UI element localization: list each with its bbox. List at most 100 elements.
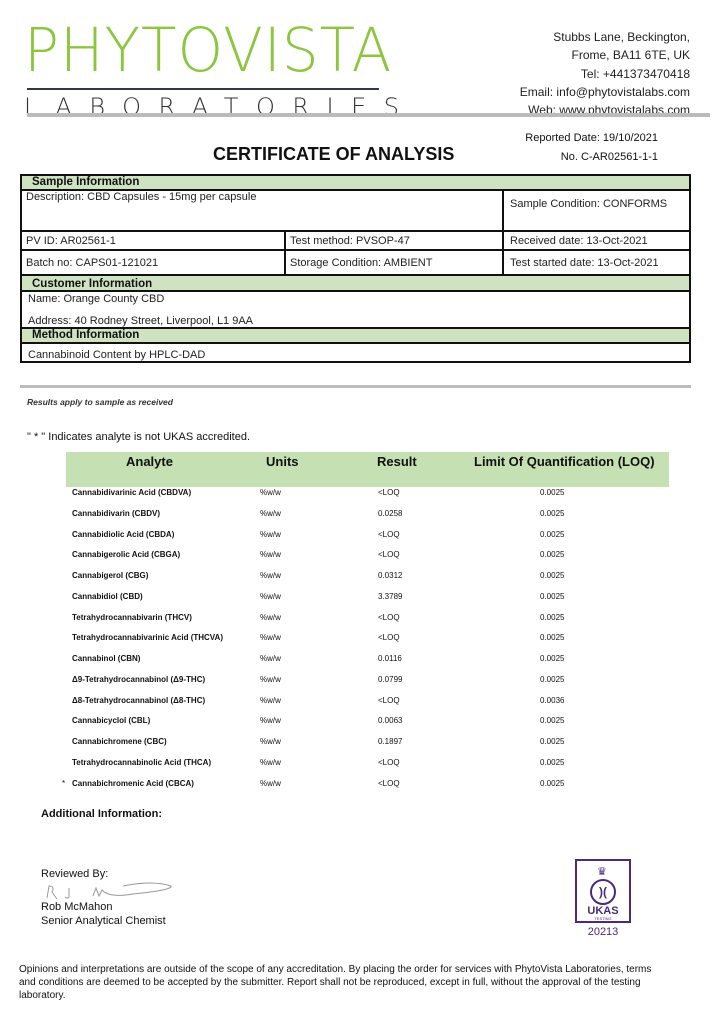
reported-date: Reported Date: 19/10/2021: [525, 132, 658, 144]
result: 0.0116: [378, 654, 402, 663]
result: 3.3789: [378, 591, 403, 601]
units: %w/w: [260, 633, 281, 643]
result: <LOQ: [378, 550, 400, 560]
header-loq: Limit Of Quantification (LOQ): [474, 454, 655, 469]
result: <LOQ: [378, 695, 400, 705]
units: %w/w: [260, 695, 281, 705]
page-title: CERTIFICATE OF ANALYSIS: [213, 144, 455, 164]
loq: 0.0025: [540, 654, 565, 663]
table-row: Δ8-Tetrahydrocannabinol (Δ8-THC) %w/w <L…: [66, 691, 669, 711]
units: %w/w: [260, 757, 281, 767]
units: %w/w: [260, 488, 281, 497]
table-row: Cannabigerol (CBG) %w/w 0.0312 0.0025: [66, 566, 669, 586]
telephone: Tel: +441373470418: [580, 66, 690, 81]
result: <LOQ: [378, 633, 400, 643]
units: %w/w: [260, 737, 281, 746]
units: %w/w: [260, 591, 281, 601]
analyte: Cannabidiol (CBD): [72, 591, 143, 601]
certificate-number: No. C-AR02561-1-1: [560, 151, 658, 163]
ukas-emblem-icon: )(: [590, 879, 616, 905]
loq: 0.0025: [540, 591, 565, 601]
analyte: Δ9-Tetrahydrocannabinol (Δ9-THC): [72, 674, 206, 684]
result: 0.0258: [378, 508, 403, 518]
units: %w/w: [260, 674, 281, 684]
table-row: Tetrahydrocannabivarin (THCV) %w/w <LOQ …: [66, 608, 669, 628]
analyte: Cannabichromene (CBC): [72, 737, 167, 746]
table-row: Tetrahydrocannabinolic Acid (THCA) %w/w …: [66, 753, 669, 773]
analyte: Cannabicyclol (CBL): [72, 716, 151, 726]
header-analyte: Analyte: [126, 454, 173, 469]
additional-info-label: Additional Information:: [41, 808, 162, 820]
ukas-number: 20213: [587, 926, 619, 938]
results-table-header: Analyte Units Result Limit Of Quantifica…: [66, 452, 669, 487]
review-block: Reviewed By: Rob McMahon Senior Analytic…: [41, 867, 172, 929]
units: %w/w: [260, 778, 281, 788]
analyte: Cannabigerolic Acid (CBGA): [72, 550, 181, 560]
non-ukas-marker: *: [62, 778, 66, 788]
result: 0.0312: [378, 571, 403, 580]
footer-disclaimer: Opinions and interpretations are outside…: [19, 964, 652, 1001]
loq: 0.0025: [540, 550, 565, 560]
test-started-date: Test started date: 13-Oct-2021: [510, 257, 659, 269]
results-note: Results apply to sample as received: [27, 397, 173, 407]
result: <LOQ: [378, 612, 400, 622]
reviewer-role: Senior Analytical Chemist: [41, 915, 166, 927]
table-row: Tetrahydrocannabivarinic Acid (THCVA) %w…: [66, 628, 669, 648]
analyte: Tetrahydrocannabivarinic Acid (THCVA): [72, 633, 223, 643]
result: <LOQ: [378, 778, 400, 788]
analyte: Cannabigerol (CBG): [72, 571, 149, 580]
sample-info-heading: Sample Information: [22, 176, 689, 191]
address-line-2: Frome, BA11 6TE, UK: [571, 48, 690, 63]
method-info-heading: Method Information: [22, 329, 689, 344]
units: %w/w: [260, 612, 281, 622]
result: <LOQ: [378, 488, 400, 497]
address-line-1: Stubbs Lane, Beckington,: [553, 30, 690, 44]
loq: 0.0025: [540, 508, 565, 518]
header-divider: [27, 113, 710, 117]
table-row: Cannabicyclol (CBL) %w/w 0.0063 0.0025: [66, 711, 669, 731]
loq: 0.0025: [540, 488, 565, 497]
analyte: Cannabidivarinic Acid (CBDVA): [72, 488, 192, 497]
loq: 0.0036: [540, 695, 565, 705]
table-row: Cannabidiol (CBD) %w/w 3.3789 0.0025: [66, 587, 669, 607]
analyte: Tetrahydrocannabivarin (THCV): [72, 612, 192, 622]
result: 0.1897: [378, 737, 403, 746]
table-row: Cannabichromene (CBC) %w/w 0.1897 0.0025: [66, 732, 669, 752]
description: Description: CBD Capsules - 15mg per cap…: [26, 191, 257, 203]
customer-name: Name: Orange County CBD: [28, 293, 165, 305]
analyte: Cannabinol (CBN): [72, 654, 141, 663]
result: <LOQ: [378, 757, 400, 767]
crown-icon: ♛: [597, 866, 607, 878]
loq: 0.0025: [540, 716, 565, 726]
customer-info-heading: Customer Information: [22, 276, 689, 292]
units: %w/w: [260, 571, 281, 580]
result: <LOQ: [378, 529, 400, 539]
analyte: Δ8-Tetrahydrocannabinol (Δ8-THC): [72, 695, 206, 705]
analyte: Cannabidivarin (CBDV): [72, 508, 161, 518]
analyte: Cannabichromenic Acid (CBCA): [72, 778, 194, 788]
analyte: Tetrahydrocannabinolic Acid (THCA): [72, 757, 212, 767]
loq: 0.0025: [540, 778, 565, 788]
report-meta: Reported Date: 19/10/2021 No. C-AR02561-…: [525, 129, 658, 167]
units: %w/w: [260, 550, 281, 560]
table-row: Cannabidivarin (CBDV) %w/w 0.0258 0.0025: [66, 504, 669, 524]
ukas-logo: ♛ )( UKAS TESTING 20213: [575, 859, 631, 938]
reviewed-by-label: Reviewed By:: [41, 868, 109, 880]
contact-block: Stubbs Lane, Beckington, Frome, BA11 6TE…: [520, 28, 690, 119]
ukas-note: " * " Indicates analyte is not UKAS accr…: [27, 431, 251, 443]
batch-no: Batch no: CAPS01-121021: [26, 257, 159, 269]
result: 0.0063: [378, 716, 403, 726]
units: %w/w: [260, 508, 281, 518]
loq: 0.0025: [540, 674, 565, 684]
loq: 0.0025: [540, 612, 565, 622]
storage-condition: Storage Condition: AMBIENT: [290, 257, 433, 269]
loq: 0.0025: [540, 571, 565, 580]
table-row: Cannabidiolic Acid (CBDA) %w/w <LOQ 0.00…: [66, 525, 669, 545]
sample-condition: Sample Condition: CONFORMS: [510, 198, 668, 210]
customer-address: Address: 40 Rodney Street, Liverpool, L1…: [28, 315, 254, 327]
method-value: Cannabinoid Content by HPLC-DAD: [28, 349, 206, 361]
section-divider: [20, 385, 691, 388]
received-date: Received date: 13-Oct-2021: [510, 235, 648, 247]
loq: 0.0025: [540, 633, 565, 643]
units: %w/w: [260, 654, 281, 663]
